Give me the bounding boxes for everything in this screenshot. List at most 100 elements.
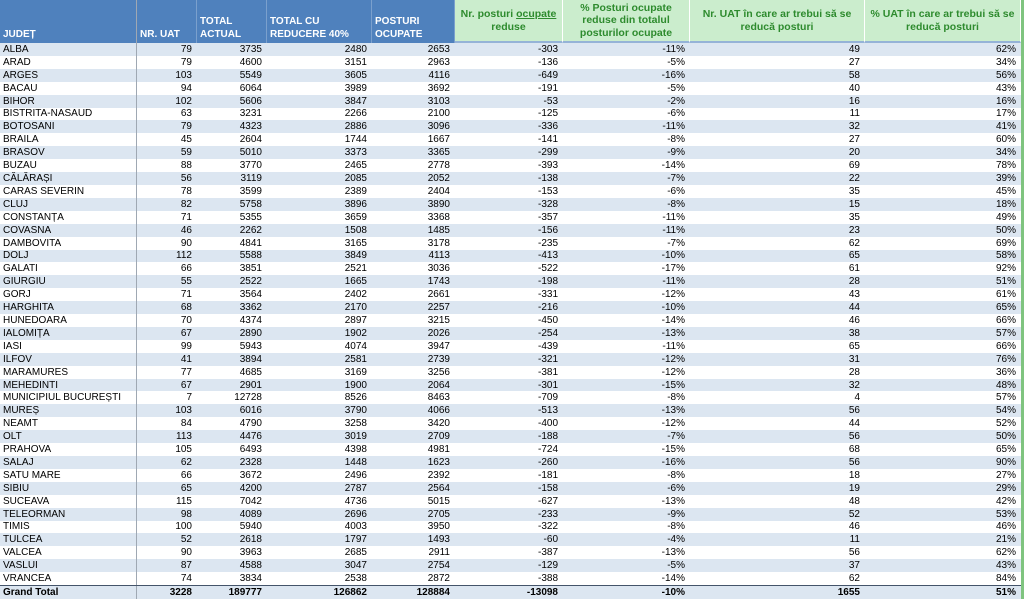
cell-nr-uat-reduce[interactable]: 44 bbox=[848, 302, 860, 314]
cell-total-actual[interactable]: 2618 bbox=[239, 534, 262, 546]
cell-pct-posturi-reduse[interactable]: -13% bbox=[661, 547, 685, 559]
cell-total-reducere[interactable]: 2897 bbox=[344, 314, 367, 326]
cell-nr-uat[interactable]: 67 bbox=[180, 327, 192, 339]
cell-pct-uat-reduce[interactable]: 43% bbox=[995, 560, 1016, 572]
cell-pct-posturi-reduse[interactable]: -2% bbox=[667, 95, 685, 107]
table-row[interactable]: BUZAU 88 3770 2465 2778 -393 -14% 69 78% bbox=[0, 159, 1024, 173]
cell-posturi-reduse[interactable]: -649 bbox=[537, 69, 558, 81]
cell-nr-uat-reduce[interactable]: 61 bbox=[848, 263, 860, 275]
cell-pct-posturi-reduse[interactable]: -13% bbox=[661, 495, 685, 507]
cell-pct-uat-reduce[interactable]: 45% bbox=[995, 185, 1016, 197]
column-header-pct-posturi-reduse[interactable]: % Posturi ocupate reduse din totalul pos… bbox=[563, 0, 690, 43]
cell-total-actual[interactable]: 4089 bbox=[239, 508, 262, 520]
cell-nr-uat-reduce[interactable]: 52 bbox=[848, 508, 860, 520]
cell-posturi-reduse[interactable]: -400 bbox=[537, 418, 558, 430]
cell-pct-posturi-reduse[interactable]: -6% bbox=[667, 185, 685, 197]
cell-total-actual[interactable]: 4374 bbox=[239, 314, 262, 326]
cell-pct-posturi-reduse[interactable]: -17% bbox=[661, 263, 685, 275]
cell-posturi-reduse[interactable]: -138 bbox=[537, 173, 558, 185]
cell-nr-uat[interactable]: 94 bbox=[180, 82, 192, 94]
cell-posturi-ocupate[interactable]: 3103 bbox=[427, 95, 450, 107]
cell-nr-uat-reduce[interactable]: 38 bbox=[848, 327, 860, 339]
cell-total-actual[interactable]: 12728 bbox=[234, 392, 262, 404]
table-row[interactable]: HARGHITA 68 3362 2170 2257 -216 -10% 44 … bbox=[0, 301, 1024, 315]
cell-posturi-reduse[interactable]: -724 bbox=[537, 444, 558, 456]
table-row[interactable]: BISTRITA-NASAUD 63 3231 2266 2100 -125 -… bbox=[0, 107, 1024, 121]
cell-posturi-reduse[interactable]: -198 bbox=[537, 276, 558, 288]
cell-nr-uat[interactable]: 103 bbox=[175, 69, 192, 81]
cell-pct-posturi-reduse[interactable]: -11% bbox=[662, 121, 685, 133]
cell-posturi-ocupate[interactable]: 1623 bbox=[427, 456, 450, 468]
table-row[interactable]: GALATI 66 3851 2521 3036 -522 -17% 61 92… bbox=[0, 262, 1024, 276]
cell-nr-uat[interactable]: 41 bbox=[180, 353, 192, 365]
cell-nr-uat[interactable]: 79 bbox=[180, 56, 192, 68]
cell-total-reducere[interactable]: 4074 bbox=[344, 340, 367, 352]
cell-posturi-reduse[interactable]: -381 bbox=[537, 366, 558, 378]
cell-pct-posturi-reduse[interactable]: -8% bbox=[667, 392, 685, 404]
cell-pct-uat-reduce[interactable]: 65% bbox=[995, 302, 1016, 314]
cell-judet[interactable]: CARAS SEVERIN bbox=[0, 184, 137, 198]
cell-pct-posturi-reduse[interactable]: -6% bbox=[667, 108, 685, 120]
cell-nr-uat-reduce[interactable]: 62 bbox=[848, 573, 860, 585]
cell-nr-uat[interactable]: 74 bbox=[180, 573, 192, 585]
cell-nr-uat-reduce[interactable]: 11 bbox=[849, 534, 860, 546]
cell-total-reducere[interactable]: 2538 bbox=[344, 573, 367, 585]
cell-nr-uat[interactable]: 65 bbox=[180, 482, 192, 494]
cell-nr-uat-reduce[interactable]: 43 bbox=[848, 289, 860, 301]
cell-total-actual[interactable]: 4588 bbox=[239, 560, 262, 572]
cell-pct-posturi-reduse[interactable]: -9% bbox=[667, 147, 685, 159]
table-row[interactable]: SUCEAVA 115 7042 4736 5015 -627 -13% 48 … bbox=[0, 494, 1024, 508]
cell-judet[interactable]: BRAILA bbox=[0, 133, 137, 147]
cell-total-actual[interactable]: 4790 bbox=[239, 418, 262, 430]
cell-nr-uat-reduce[interactable]: 16 bbox=[848, 95, 860, 107]
cell-pct-uat-reduce[interactable]: 54% bbox=[995, 405, 1016, 417]
table-row[interactable]: MUREȘ 103 6016 3790 4066 -513 -13% 56 54… bbox=[0, 404, 1024, 418]
cell-nr-uat-reduce[interactable]: 18 bbox=[848, 469, 860, 481]
cell-grand-nr-uat[interactable]: 3228 bbox=[169, 587, 192, 598]
cell-judet[interactable]: GORJ bbox=[0, 288, 137, 302]
cell-posturi-reduse[interactable]: -299 bbox=[537, 147, 558, 159]
cell-judet[interactable]: SUCEAVA bbox=[0, 494, 137, 508]
cell-pct-posturi-reduse[interactable]: -8% bbox=[667, 521, 685, 533]
cell-total-actual[interactable]: 2522 bbox=[239, 276, 262, 288]
cell-posturi-reduse[interactable]: -156 bbox=[537, 224, 558, 236]
cell-posturi-ocupate[interactable]: 3096 bbox=[427, 121, 450, 133]
cell-posturi-ocupate[interactable]: 2564 bbox=[427, 482, 450, 494]
cell-nr-uat[interactable]: 100 bbox=[175, 521, 192, 533]
cell-grand-total-reducere[interactable]: 126862 bbox=[333, 587, 367, 598]
cell-judet[interactable]: ARGES bbox=[0, 68, 137, 82]
cell-pct-uat-reduce[interactable]: 60% bbox=[995, 134, 1016, 146]
cell-judet[interactable]: COVASNA bbox=[0, 223, 137, 237]
cell-pct-posturi-reduse[interactable]: -11% bbox=[662, 340, 685, 352]
table-row[interactable]: GORJ 71 3564 2402 2661 -331 -12% 43 61% bbox=[0, 288, 1024, 302]
cell-posturi-ocupate[interactable]: 2754 bbox=[427, 560, 450, 572]
cell-judet[interactable]: DOLJ bbox=[0, 249, 137, 263]
cell-pct-uat-reduce[interactable]: 61% bbox=[995, 289, 1016, 301]
cell-pct-uat-reduce[interactable]: 43% bbox=[995, 82, 1016, 94]
cell-nr-uat-reduce[interactable]: 68 bbox=[848, 444, 860, 456]
cell-posturi-reduse[interactable]: -322 bbox=[537, 521, 558, 533]
cell-posturi-ocupate[interactable]: 3950 bbox=[427, 521, 450, 533]
cell-posturi-reduse[interactable]: -216 bbox=[537, 302, 558, 314]
table-row[interactable]: VALCEA 90 3963 2685 2911 -387 -13% 56 62… bbox=[0, 546, 1024, 560]
cell-judet[interactable]: IALOMIȚA bbox=[0, 326, 137, 340]
cell-nr-uat[interactable]: 102 bbox=[175, 95, 192, 107]
cell-nr-uat[interactable]: 115 bbox=[176, 495, 192, 507]
cell-posturi-ocupate[interactable]: 2911 bbox=[428, 547, 450, 559]
cell-pct-uat-reduce[interactable]: 49% bbox=[995, 211, 1016, 223]
column-header-nr-uat-reduce[interactable]: Nr. UAT în care ar trebui să se reducă p… bbox=[690, 0, 865, 43]
cell-total-actual[interactable]: 7042 bbox=[239, 495, 262, 507]
cell-nr-uat-reduce[interactable]: 27 bbox=[848, 56, 860, 68]
cell-posturi-ocupate[interactable]: 2872 bbox=[427, 573, 450, 585]
cell-posturi-ocupate[interactable]: 3036 bbox=[427, 263, 450, 275]
cell-nr-uat-reduce[interactable]: 32 bbox=[848, 379, 860, 391]
cell-total-actual[interactable]: 3672 bbox=[239, 469, 262, 481]
cell-nr-uat[interactable]: 88 bbox=[180, 160, 192, 172]
cell-total-reducere[interactable]: 3169 bbox=[344, 366, 367, 378]
cell-nr-uat[interactable]: 7 bbox=[186, 392, 192, 404]
cell-judet[interactable]: CLUJ bbox=[0, 197, 137, 211]
cell-pct-uat-reduce[interactable]: 46% bbox=[995, 521, 1016, 533]
cell-nr-uat-reduce[interactable]: 58 bbox=[848, 69, 860, 81]
cell-posturi-reduse[interactable]: -191 bbox=[537, 82, 558, 94]
table-row[interactable]: BACAU 94 6064 3989 3692 -191 -5% 40 43% bbox=[0, 81, 1024, 95]
